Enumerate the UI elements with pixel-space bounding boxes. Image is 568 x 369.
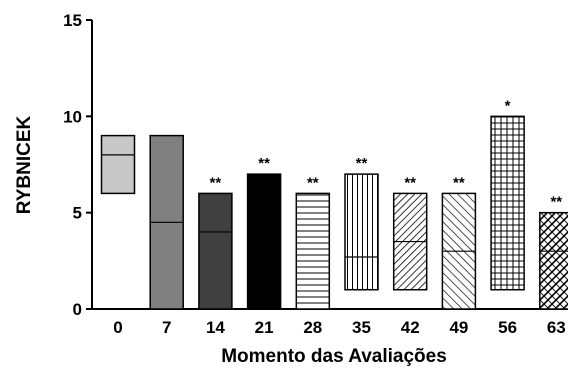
bar-0	[100, 134, 136, 195]
x-ticks: 0 7 14 21 28 35 42 49 56 63	[113, 318, 565, 337]
significance-marker-49: **	[453, 174, 465, 191]
x-tick-label: 7	[162, 318, 171, 337]
x-tick-label: 28	[303, 318, 322, 337]
significance-marker-63: **	[550, 194, 562, 211]
significance-marker-42: **	[404, 174, 416, 191]
y-tick-label: 15	[63, 11, 82, 30]
significance-marker-21: **	[258, 155, 270, 172]
x-tick-label: 49	[449, 318, 468, 337]
significance-marker-35: **	[356, 155, 368, 172]
y-tick-label: 10	[63, 107, 82, 126]
x-tick-label: 35	[352, 318, 371, 337]
bars: ********** *****	[100, 97, 568, 310]
x-tick-label: 0	[113, 318, 122, 337]
bar-63	[539, 211, 568, 310]
y-axis-title: RYBNICEK	[14, 115, 35, 214]
y-tick-label: 5	[73, 204, 82, 223]
x-tick-label: 56	[498, 318, 517, 337]
significance-marker-56: *	[505, 97, 511, 114]
x-tick-label: 21	[255, 318, 274, 337]
x-tick-label: 14	[206, 318, 225, 337]
y-tick-label: 0	[73, 300, 82, 319]
x-axis-title: Momento das Avaliações	[221, 346, 447, 367]
significance-marker-28: **	[307, 174, 319, 191]
bar-56	[490, 115, 525, 291]
x-tick-label: 63	[547, 318, 566, 337]
y-ticks: 0 5 10 15	[63, 11, 92, 319]
significance-marker-14: **	[210, 174, 222, 191]
bar-14	[198, 192, 233, 310]
x-tick-label: 42	[401, 318, 420, 337]
bar-28	[295, 192, 331, 310]
bar-35	[344, 173, 379, 291]
